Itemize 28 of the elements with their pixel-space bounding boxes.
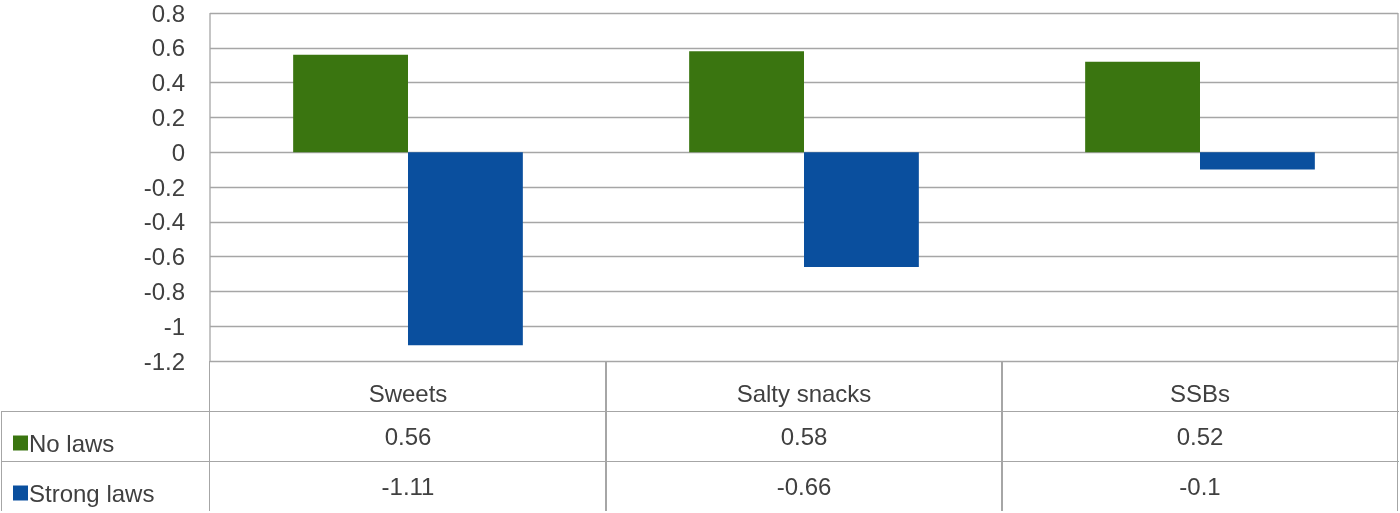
bar (1200, 152, 1315, 170)
legend-label: Strong laws (29, 479, 155, 507)
y-tick-label: -0.4 (143, 208, 185, 236)
x-tick-label: SSBs (1169, 379, 1231, 407)
bar (689, 51, 804, 153)
x-tick-label: Salty snacks (736, 379, 872, 407)
y-tick-label: 0.8 (151, 0, 185, 27)
data-label: 0.56 (384, 422, 432, 450)
y-tick-label: -0.2 (143, 173, 185, 201)
bar (293, 54, 408, 153)
bar (804, 152, 919, 268)
y-tick-label: -1.2 (143, 347, 185, 375)
legend-label: No laws (29, 429, 115, 457)
data-label: -0.66 (776, 472, 832, 500)
y-tick-label: 0.6 (151, 34, 185, 62)
data-label: 0.52 (1176, 422, 1224, 450)
y-tick-label: -1 (163, 312, 185, 340)
y-tick-label: 0 (171, 138, 185, 166)
data-label: 0.58 (780, 422, 828, 450)
y-tick-label: -0.8 (143, 277, 185, 305)
bar (1085, 61, 1200, 153)
y-tick-label: 0.4 (151, 69, 185, 97)
data-label: -1.11 (381, 472, 435, 500)
y-tick-label: 0.2 (151, 103, 185, 131)
data-label: -0.1 (1179, 472, 1221, 500)
bar (408, 152, 523, 346)
y-tick-label: -0.6 (143, 243, 185, 271)
x-tick-label: Sweets (368, 379, 448, 407)
